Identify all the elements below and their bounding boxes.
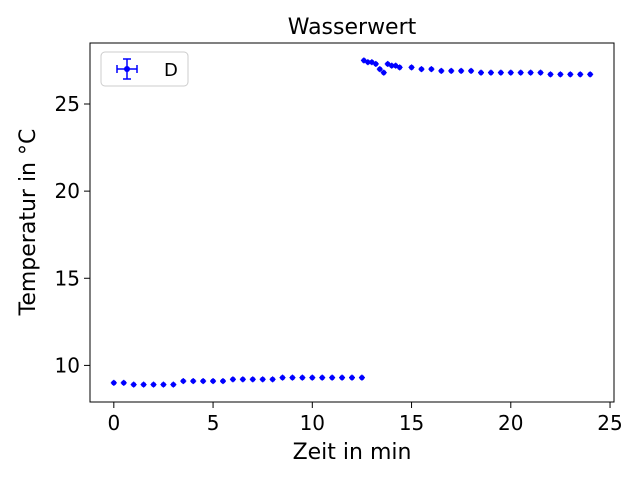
- plot-frame: [89, 42, 615, 403]
- data-point: [210, 378, 217, 385]
- data-point: [309, 374, 316, 381]
- legend-marker-icon: [116, 58, 138, 80]
- data-point: [289, 374, 296, 381]
- x-tick-label: 5: [207, 411, 220, 435]
- data-point: [219, 378, 226, 385]
- data-point: [517, 69, 524, 76]
- data-point: [587, 71, 594, 78]
- data-point: [567, 71, 574, 78]
- data-point: [269, 376, 276, 383]
- data-point: [557, 71, 564, 78]
- data-point: [150, 381, 157, 388]
- legend-box: [100, 51, 189, 87]
- data-point: [458, 67, 465, 74]
- data-point: [527, 69, 534, 76]
- data-point: [120, 379, 127, 386]
- data-point: [372, 60, 379, 67]
- chart-title: Wasserwert: [288, 15, 417, 40]
- data-point: [408, 64, 415, 71]
- data-point: [468, 67, 475, 74]
- data-point: [140, 381, 147, 388]
- data-point: [448, 67, 455, 74]
- x-tick-label: 20: [498, 411, 523, 435]
- data-point: [229, 376, 236, 383]
- data-point: [396, 64, 403, 71]
- x-tick-label: 10: [300, 411, 325, 435]
- data-point: [200, 378, 207, 385]
- data-point: [380, 69, 387, 76]
- data-point: [160, 381, 167, 388]
- data-point: [170, 381, 177, 388]
- data-point: [130, 381, 137, 388]
- y-tick-label: 20: [55, 179, 80, 203]
- data-point: [497, 69, 504, 76]
- data-point: [279, 374, 286, 381]
- y-tick-label: 15: [55, 266, 80, 290]
- x-axis-ticks: 0 5 10 15 20 25: [107, 402, 623, 435]
- legend-label-d: D: [164, 60, 178, 81]
- data-point: [438, 67, 445, 74]
- data-point: [180, 378, 187, 385]
- data-point: [319, 374, 326, 381]
- data-point: [428, 66, 435, 73]
- series-d-markers: [110, 57, 594, 388]
- y-axis-label: Temperatur in °C: [16, 129, 41, 317]
- x-tick-label: 0: [107, 411, 120, 435]
- x-tick-label: 15: [399, 411, 424, 435]
- data-point: [329, 374, 336, 381]
- data-point: [190, 378, 197, 385]
- y-axis-ticks: 10 15 20 25: [55, 92, 90, 377]
- y-tick-label: 10: [55, 353, 80, 377]
- data-point: [259, 376, 266, 383]
- data-point: [249, 376, 256, 383]
- data-point: [376, 66, 383, 73]
- plot-area: [90, 43, 614, 402]
- data-point: [299, 374, 306, 381]
- data-point: [507, 69, 514, 76]
- data-point: [110, 379, 117, 386]
- data-point: [339, 374, 346, 381]
- data-point: [239, 376, 246, 383]
- x-axis-label: Zeit in min: [293, 440, 412, 465]
- data-point: [349, 374, 355, 381]
- data-point: [577, 71, 584, 78]
- y-tick-label: 25: [55, 92, 80, 116]
- data-point: [487, 69, 494, 76]
- data-point: [537, 69, 544, 76]
- data-point: [418, 66, 425, 73]
- x-tick-label: 25: [597, 411, 622, 435]
- data-point: [547, 71, 554, 78]
- data-point: [478, 69, 485, 76]
- legend: D: [100, 51, 189, 87]
- data-point: [358, 374, 365, 381]
